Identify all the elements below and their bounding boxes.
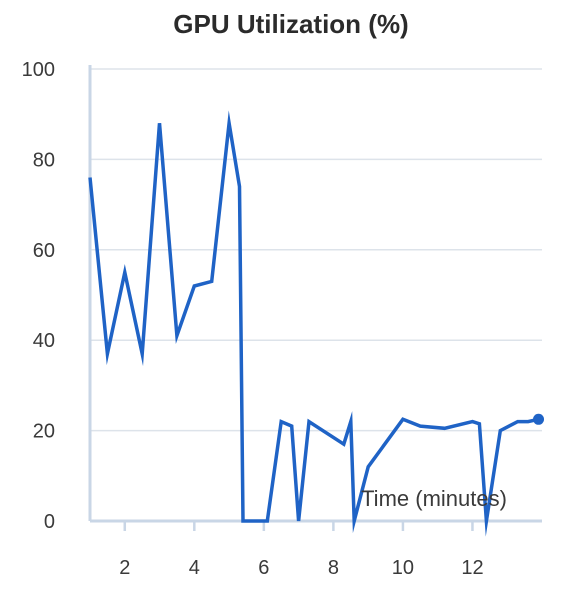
y-tick-label: 0	[44, 511, 55, 533]
x-tick-label: 6	[258, 557, 269, 579]
series-line	[88, 110, 539, 537]
x-tick-label: 8	[328, 557, 339, 579]
grid-lines	[90, 68, 542, 432]
x-tick-label: 4	[189, 557, 200, 579]
x-tick-label: 2	[119, 557, 130, 579]
x-axis-label: Time (minutes)	[361, 486, 507, 511]
x-tick-label: 12	[461, 557, 483, 579]
tick-labels: 0 20 40 60 80 100 2 4 6 8 10 12	[22, 59, 484, 579]
y-tick-label: 100	[22, 59, 55, 81]
x-tick-label: 10	[392, 557, 414, 579]
y-tick-label: 40	[33, 330, 55, 352]
series-end-point	[533, 413, 545, 425]
series-layer	[88, 110, 545, 537]
chart-title: GPU Utilization (%)	[173, 9, 408, 39]
y-tick-label: 20	[33, 421, 55, 443]
y-tick-label: 80	[33, 149, 55, 171]
y-tick-label: 60	[33, 240, 55, 262]
axes	[88, 65, 542, 531]
